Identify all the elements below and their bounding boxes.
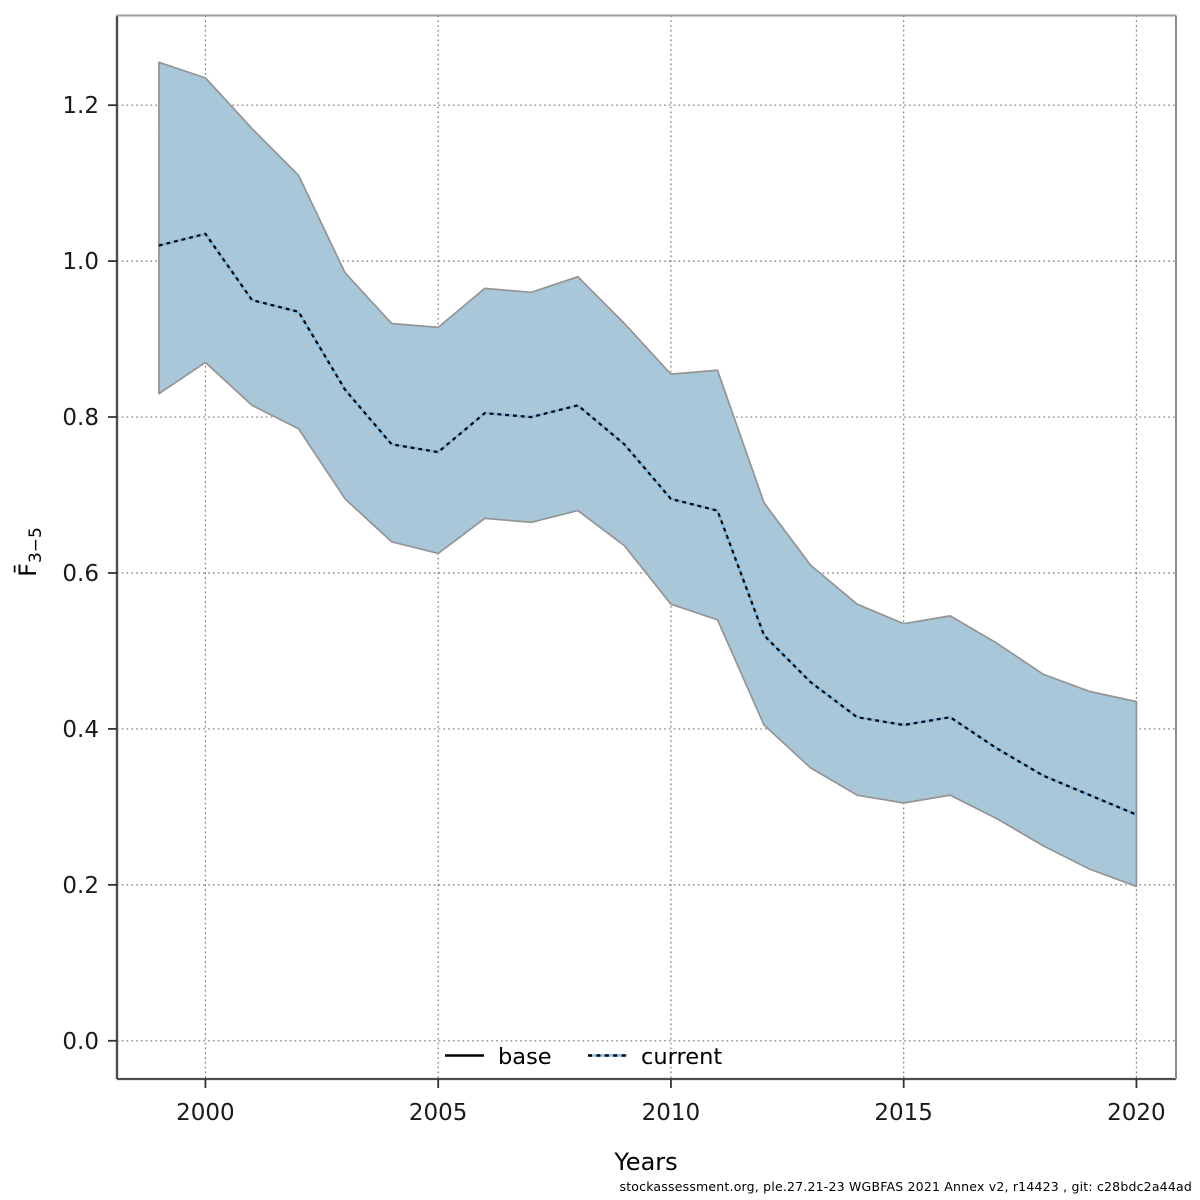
legend-base-label: base <box>498 1044 552 1070</box>
legend-current-label: current <box>641 1044 722 1070</box>
y-axis-label-subscript: 3−5 <box>26 527 46 563</box>
legend: base current <box>445 1044 722 1070</box>
axis-tick-layer: 2000 2005 2010 2015 2020 0.0 0.2 0.4 0.6 0.8 1.0 1.… <box>62 93 1165 1126</box>
confidence-band <box>158 61 1138 888</box>
x-tick-label-2015: 2015 <box>874 1100 933 1126</box>
x-tick-label-2020: 2020 <box>1107 1100 1166 1126</box>
y-tick-label-1.2: 1.2 <box>62 93 99 119</box>
y-tick-label-0.8: 0.8 <box>62 405 99 431</box>
x-tick-label-2010: 2010 <box>642 1100 701 1126</box>
x-axis-label: Years <box>613 1148 677 1176</box>
series-line-layer <box>158 232 1137 816</box>
current-line-dotted-overlay <box>158 232 1137 816</box>
confidence-band-layer <box>158 61 1138 888</box>
y-tick-label-0.2: 0.2 <box>62 873 99 899</box>
y-tick-label-1.0: 1.0 <box>62 249 99 275</box>
y-axis-label-main: F̄ <box>13 563 42 577</box>
x-tick-label-2005: 2005 <box>409 1100 468 1126</box>
footer-text: stockassessment.org, ple.27.21-23 WGBFAS… <box>619 1179 1192 1194</box>
y-axis-label: F̄3−5 <box>13 527 46 577</box>
y-tick-label-0.0: 0.0 <box>62 1029 99 1055</box>
plot-border-layer <box>115 14 1177 1081</box>
y-tick-label-0.6: 0.6 <box>62 561 99 587</box>
y-tick-label-0.4: 0.4 <box>62 717 99 743</box>
x-tick-label-2000: 2000 <box>176 1100 235 1126</box>
